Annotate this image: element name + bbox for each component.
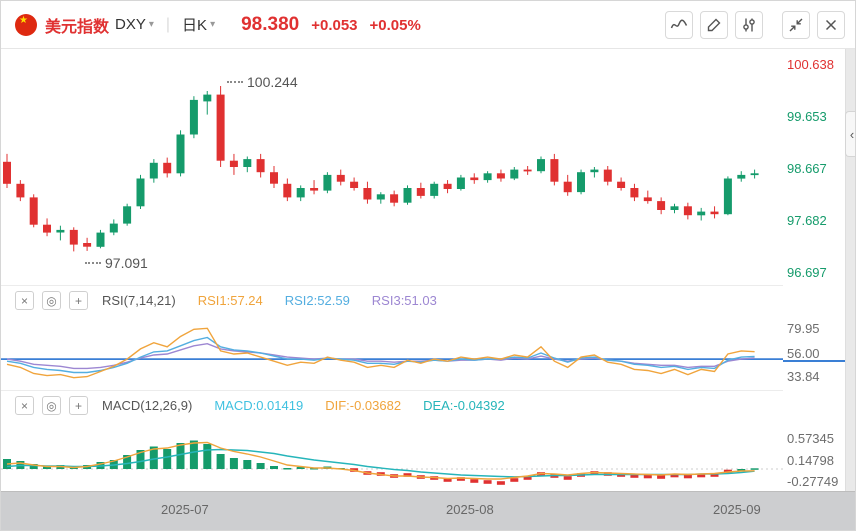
- macd-header: × ◎ + MACD(12,26,9) MACD:0.01419 DIF:-0.…: [15, 396, 505, 415]
- last-price: 98.380: [241, 13, 300, 35]
- period-dropdown-caret-icon[interactable]: ▾: [210, 19, 216, 30]
- annotation-leader-dots: [85, 262, 101, 264]
- axis-label-rsi: 79.95: [787, 321, 820, 336]
- cn-flag-icon: ★: [15, 13, 37, 36]
- rsi2-value: RSI2:52.59: [284, 293, 350, 308]
- axis-label-macd: -0.27749: [787, 474, 839, 489]
- plot-column: 100.244 97.091 × ◎ + RSI(7,14,21) RSI1:5…: [1, 49, 783, 491]
- rsi1-value: RSI1:57.24: [197, 293, 263, 308]
- axis-label-price: 99.653: [787, 109, 827, 124]
- sliders-icon: [743, 18, 755, 31]
- candlestick-canvas[interactable]: [1, 49, 783, 285]
- price-change: +0.053: [311, 16, 358, 34]
- axis-label-price: 96.697: [787, 265, 827, 280]
- main-chart-panel: 100.244 97.091: [1, 49, 783, 286]
- axis-label-price: 98.667: [787, 161, 827, 176]
- time-label: 2025-07: [161, 502, 209, 517]
- dif-value: DIF:-0.03682: [325, 398, 402, 413]
- topbar-divider: |: [165, 15, 171, 33]
- symbol-name[interactable]: 美元指数: [45, 18, 110, 36]
- pencil-icon: [707, 18, 721, 31]
- high-annotation: 100.244: [227, 74, 298, 90]
- time-label: 2025-09: [713, 502, 761, 517]
- axis-label-rsi: 56.00: [787, 346, 820, 361]
- collapse-arrows-icon: [789, 18, 803, 31]
- topbar: ★ 美元指数 DXY ▾ | 日K ▾ 98.380 +0.053 +0.05%: [1, 1, 855, 49]
- macd-value: MACD:0.01419: [214, 398, 304, 413]
- rsi-settings-icon[interactable]: ◎: [42, 291, 61, 310]
- collapse-panel-handle[interactable]: ‹: [845, 111, 855, 157]
- quote-block: 98.380 +0.053 +0.05%: [241, 14, 421, 36]
- time-axis: 2025-07 2025-08 2025-09: [1, 491, 855, 530]
- indicator-wave-icon: [670, 19, 688, 28]
- topbar-icons: [665, 10, 845, 39]
- macd-title: MACD(12,26,9): [102, 398, 193, 413]
- draw-button[interactable]: [700, 10, 728, 39]
- symbol-code[interactable]: DXY: [115, 16, 146, 33]
- period-selector[interactable]: 日K: [182, 17, 208, 34]
- axis-label-price: 97.682: [787, 213, 827, 228]
- time-label: 2025-08: [446, 502, 494, 517]
- axis-label-macd: 0.57345: [787, 431, 834, 446]
- rsi3-value: RSI3:51.03: [371, 293, 437, 308]
- low-annotation: 97.091: [85, 255, 148, 271]
- axis-label-price: 100.638: [787, 57, 834, 72]
- exit-fullscreen-button[interactable]: [782, 10, 810, 39]
- macd-close-icon[interactable]: ×: [15, 396, 34, 415]
- axis-label-macd: 0.14798: [787, 453, 834, 468]
- rsi-panel: × ◎ + RSI(7,14,21) RSI1:57.24 RSI2:52.59…: [1, 286, 783, 391]
- rsi-canvas[interactable]: [1, 318, 783, 390]
- macd-panel: × ◎ + MACD(12,26,9) MACD:0.01419 DIF:-0.…: [1, 391, 783, 491]
- macd-canvas[interactable]: [1, 420, 783, 490]
- close-icon: [825, 19, 837, 30]
- symbol-dropdown-caret-icon[interactable]: ▾: [148, 19, 154, 30]
- chart-body: 100.244 97.091 × ◎ + RSI(7,14,21) RSI1:5…: [1, 49, 855, 491]
- rsi-close-icon[interactable]: ×: [15, 291, 34, 310]
- macd-add-icon[interactable]: +: [69, 396, 88, 415]
- indicator-button[interactable]: [665, 10, 693, 39]
- price-change-pct: +0.05%: [369, 16, 421, 34]
- axis-label-rsi: 33.84: [787, 369, 820, 384]
- rsi-title: RSI(7,14,21): [102, 293, 176, 308]
- rsi-add-icon[interactable]: +: [69, 291, 88, 310]
- annotation-leader-dots: [227, 81, 243, 83]
- close-button[interactable]: [817, 10, 845, 39]
- macd-settings-icon[interactable]: ◎: [42, 396, 61, 415]
- dea-value: DEA:-0.04392: [423, 398, 505, 413]
- price-axis: 100.638 99.653 98.667 97.682 96.697 79.9…: [783, 49, 845, 491]
- side-strip: ‹: [845, 49, 855, 491]
- rsi-header: × ◎ + RSI(7,14,21) RSI1:57.24 RSI2:52.59…: [15, 291, 437, 310]
- settings-button[interactable]: [735, 10, 763, 39]
- rsi-midline-extension: [783, 360, 845, 362]
